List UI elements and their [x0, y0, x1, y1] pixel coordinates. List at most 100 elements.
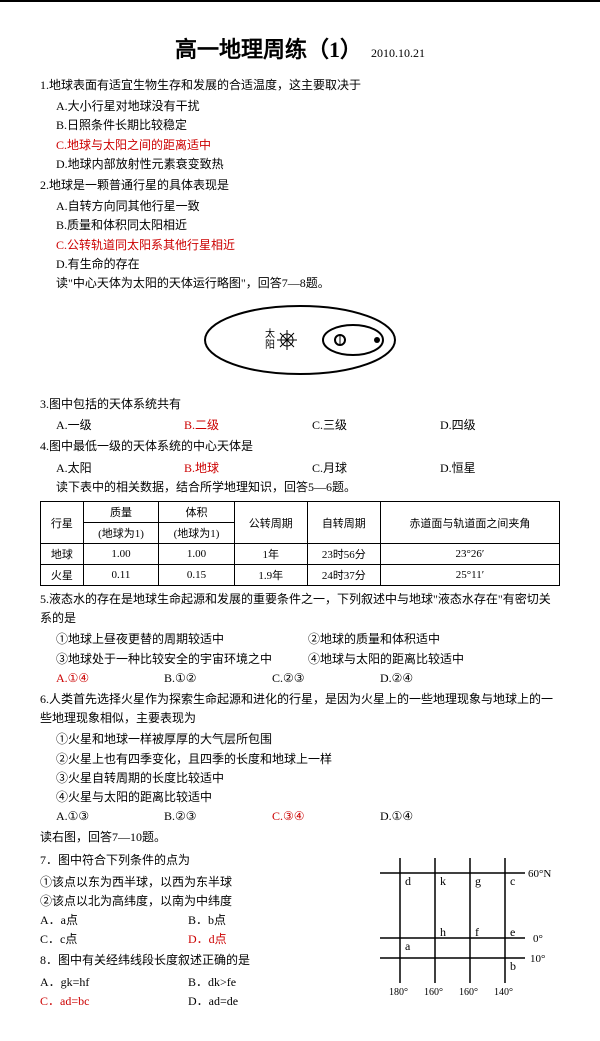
cell: 23时56分: [307, 544, 380, 565]
lon160w: 160°: [459, 987, 478, 998]
q1-b: B.日照条件长期比较稳定: [56, 116, 298, 135]
q6-s2: ②火星上也有四季变化，且四季的长度和地球上一样: [40, 750, 560, 769]
q7-stem: 7．图中符合下列条件的点为: [40, 851, 365, 870]
q6-s3: ③火星自转周期的长度比较适中: [40, 769, 560, 788]
q1-a: A.大小行星对地球没有干扰: [56, 97, 298, 116]
q8-d: D．ad=de: [188, 992, 238, 1011]
q2-b: B.质量和体积同太阳相近: [56, 216, 298, 235]
q5-s3: ③地球处于一种比较安全的宇宙环境之中: [56, 650, 308, 669]
cell: 地球: [41, 544, 84, 565]
table-row: 行星 质量 体积 公转周期 自转周期 赤道面与轨道面之间夹角: [41, 502, 560, 523]
th-mass-sub: (地球为1): [83, 523, 159, 544]
bottom-section: 7．图中符合下列条件的点为 ①该点以东为西半球，以西为东半球 ②该点以北为高纬度…: [40, 849, 560, 1011]
th-vol-sub: (地球为1): [159, 523, 235, 544]
lat10: 10°: [530, 953, 545, 965]
q2-stem: 2.地球是一颗普通行星的具体表现是: [40, 176, 560, 195]
q7-d: D．d点: [188, 930, 227, 949]
pt-k: k: [440, 874, 446, 888]
q3-stem: 3.图中包括的天体系统共有: [40, 395, 560, 414]
q5-d: D.②④: [380, 669, 413, 688]
lon140: 140°: [494, 987, 513, 998]
q6-stem: 6.人类首先选择火星作为探索生命起源和进化的行星，是因为火星上的一些地理现象与地…: [40, 690, 560, 728]
q6-a: A.①③: [56, 807, 146, 826]
th-planet: 行星: [41, 502, 84, 544]
sun-svg: 太 阳: [195, 301, 405, 379]
page-title: 高一地理周练（1）: [175, 37, 362, 62]
q4-d: D.恒星: [440, 459, 476, 478]
q1-d: D.地球内部放射性元素衰变致热: [56, 155, 298, 174]
q6-d: D.①④: [380, 807, 413, 826]
q3-c: C.三级: [312, 416, 422, 435]
lon180: 180°: [389, 987, 408, 998]
page-date: 2010.10.21: [371, 46, 425, 60]
q8-options2: C．ad=bc D．ad=de: [40, 992, 365, 1011]
cell: 0.15: [159, 565, 235, 586]
cell: 23°26′: [380, 544, 559, 565]
q5-s1: ①地球上昼夜更替的周期较适中: [56, 630, 308, 649]
q8-stem: 8．图中有关经纬线段长度叙述正确的是: [40, 951, 365, 970]
q6-s4: ④火星与太阳的距离比较适中: [40, 788, 560, 807]
lon160e: 160°: [424, 987, 443, 998]
q3-d: D.四级: [440, 416, 476, 435]
pt-f: f: [475, 925, 479, 939]
q5-stem: 5.液态水的存在是地球生命起源和发展的重要条件之一，下列叙述中与地球"液态水存在…: [40, 590, 560, 628]
th-orbit: 公转周期: [234, 502, 307, 544]
q3-a: A.一级: [56, 416, 166, 435]
q8-a: A．gk=hf: [40, 973, 170, 992]
table-row: 地球 1.00 1.00 1年 23时56分 23°26′: [41, 544, 560, 565]
sun-diagram: 太 阳: [40, 301, 560, 383]
cell: 火星: [41, 565, 84, 586]
q7-c: C．c点: [40, 930, 170, 949]
q2-a: A.自转方向同其他行星一致: [56, 197, 298, 216]
lat60: 60°N: [528, 868, 551, 880]
table-row: 火星 0.11 0.15 1.9年 24时37分 25°11′: [41, 565, 560, 586]
q4-stem: 4.图中最低一级的天体系统的中心天体是: [40, 437, 560, 456]
q4-note: 读下表中的相关数据，结合所学地理知识，回答5—6题。: [40, 478, 560, 497]
pt-b: b: [510, 959, 516, 973]
q7-s2: ②该点以北为高纬度，以南为中纬度: [40, 892, 365, 911]
q5-subs2: ③地球处于一种比较安全的宇宙环境之中 ④地球与太阳的距离比较适中: [40, 650, 560, 669]
q7-options2: C．c点 D．d点: [40, 930, 365, 949]
q6-c: C.③④: [272, 807, 362, 826]
q2-note: 读"中心天体为太阳的天体运行略图"，回答7—8题。: [40, 274, 560, 293]
q2-d: D.有生命的存在: [56, 255, 298, 274]
q5-s2: ②地球的质量和体积适中: [308, 630, 560, 649]
q7-b: B．b点: [188, 911, 226, 930]
grid-svg: d k g c 60°N a h f e 0° b 10° 180° 160° …: [375, 853, 560, 998]
pt-a: a: [405, 939, 411, 953]
th-vol: 体积: [159, 502, 235, 523]
pt-c: c: [510, 874, 515, 888]
cell: 1.00: [159, 544, 235, 565]
th-angle: 赤道面与轨道面之间夹角: [380, 502, 559, 544]
q8-b: B．dk>fe: [188, 973, 236, 992]
q4-options: A.太阳 B.地球 C.月球 D.恒星: [40, 459, 560, 478]
q2-options: A.自转方向同其他行星一致 B.质量和体积同太阳相近 C.公转轨道同太阳系其他行…: [40, 197, 560, 274]
q7-a: A．a点: [40, 911, 170, 930]
q7-s1: ①该点以东为西半球，以西为东半球: [40, 873, 365, 892]
cell: 1.00: [83, 544, 159, 565]
pt-d: d: [405, 874, 411, 888]
q4-a: A.太阳: [56, 459, 166, 478]
cell: 0.11: [83, 565, 159, 586]
q5-b: B.①②: [164, 669, 254, 688]
pt-g: g: [475, 874, 481, 888]
q5-subs: ①地球上昼夜更替的周期较适中 ②地球的质量和体积适中: [40, 630, 560, 649]
pt-h: h: [440, 925, 446, 939]
q8-options: A．gk=hf B．dk>fe: [40, 973, 365, 992]
cell: 1.9年: [234, 565, 307, 586]
planet-table: 行星 质量 体积 公转周期 自转周期 赤道面与轨道面之间夹角 (地球为1) (地…: [40, 501, 560, 586]
q3-b: B.二级: [184, 416, 294, 435]
q5-c: C.②③: [272, 669, 362, 688]
q4-b: B.地球: [184, 459, 294, 478]
pt-e: e: [510, 925, 515, 939]
cell: 24时37分: [307, 565, 380, 586]
title-row: 高一地理周练（1） 2010.10.21: [40, 32, 560, 64]
q3-options: A.一级 B.二级 C.三级 D.四级: [40, 416, 560, 435]
q2-c: C.公转轨道同太阳系其他行星相近: [56, 236, 298, 255]
th-mass: 质量: [83, 502, 159, 523]
lat0: 0°: [533, 933, 543, 945]
bottom-left: 7．图中符合下列条件的点为 ①该点以东为西半球，以西为东半球 ②该点以北为高纬度…: [40, 849, 365, 1011]
q6-options: A.①③ B.②③ C.③④ D.①④: [40, 807, 560, 826]
q7-options: A．a点 B．b点: [40, 911, 365, 930]
q5-s4: ④地球与太阳的距离比较适中: [308, 650, 560, 669]
